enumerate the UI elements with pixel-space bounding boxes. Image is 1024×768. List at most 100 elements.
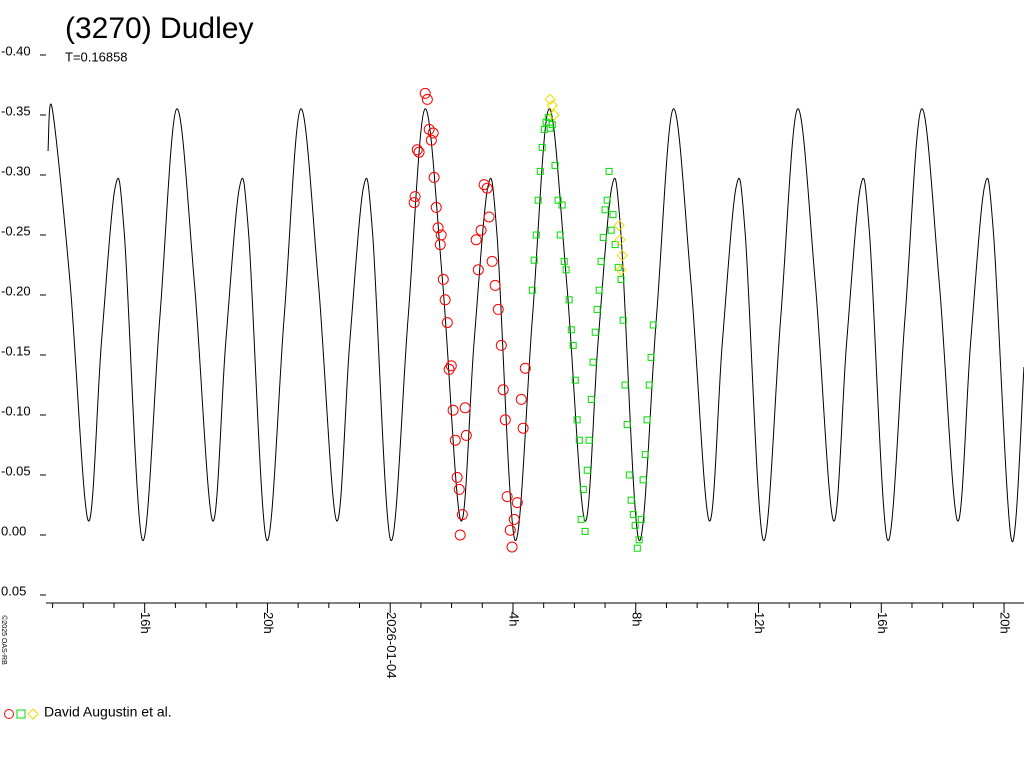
observation xyxy=(571,376,579,384)
observation xyxy=(421,93,433,105)
observation xyxy=(613,219,625,232)
observation xyxy=(501,491,513,503)
observation xyxy=(470,234,482,246)
observation xyxy=(441,317,453,329)
observation xyxy=(439,294,451,306)
observation xyxy=(451,471,463,483)
observation xyxy=(605,167,613,175)
observation xyxy=(589,358,597,366)
observation xyxy=(645,381,653,389)
observation xyxy=(643,416,651,424)
observation xyxy=(511,497,523,509)
observation xyxy=(495,339,507,351)
observation xyxy=(637,515,645,523)
x-tick-label: 12h xyxy=(752,612,767,634)
observation xyxy=(583,466,591,474)
observation xyxy=(447,404,459,416)
legend-label: David Augustin et al. xyxy=(44,704,172,720)
observation xyxy=(548,109,560,121)
observation xyxy=(419,87,431,99)
y-tick-label: 0.00 xyxy=(1,523,26,538)
copyright: ©2025 OAS-RB xyxy=(0,615,8,665)
observation xyxy=(597,257,605,265)
plot-area xyxy=(47,87,1024,553)
observation xyxy=(532,231,540,239)
observation xyxy=(437,273,449,285)
observation xyxy=(579,485,587,493)
observation xyxy=(609,211,617,219)
legend-diamond xyxy=(27,708,39,720)
observation xyxy=(413,146,425,158)
observation xyxy=(459,402,471,414)
x-tick-label: 4h xyxy=(507,612,522,626)
legend-circle xyxy=(4,709,14,719)
observation xyxy=(556,231,564,239)
observation xyxy=(599,233,607,241)
observation xyxy=(611,241,619,249)
observation xyxy=(435,229,447,241)
x-tick-label: 2026-01-04 xyxy=(384,612,399,679)
observation xyxy=(593,305,601,313)
observation xyxy=(546,99,558,112)
observation xyxy=(519,362,531,374)
observation xyxy=(562,266,570,274)
legend: David Augustin et al. xyxy=(4,704,172,720)
observation xyxy=(454,529,466,541)
observation xyxy=(536,167,544,175)
y-tick-label: -0.15 xyxy=(1,343,31,358)
observation xyxy=(544,93,556,106)
observation xyxy=(581,527,589,535)
observation xyxy=(647,353,655,361)
y-tick-label: -0.25 xyxy=(1,223,31,238)
observation xyxy=(478,179,490,191)
y-tick-label: -0.40 xyxy=(1,43,31,58)
observation xyxy=(629,511,637,519)
observation xyxy=(540,125,548,133)
observation xyxy=(551,161,559,169)
observation xyxy=(641,451,649,459)
observation xyxy=(601,206,609,214)
observation xyxy=(515,393,527,405)
x-tick-label: 16h xyxy=(875,612,890,634)
observation xyxy=(472,264,484,276)
observation xyxy=(623,421,631,429)
observation xyxy=(432,222,444,234)
observation xyxy=(621,381,629,389)
observation xyxy=(585,436,593,444)
observation xyxy=(573,416,581,424)
x-tick-label: 16h xyxy=(138,612,153,634)
observation xyxy=(445,360,457,372)
observation xyxy=(453,483,465,495)
observation xyxy=(481,182,493,194)
model-curve xyxy=(47,103,1024,543)
observation xyxy=(619,316,627,324)
observation xyxy=(504,524,516,536)
observation xyxy=(567,326,575,334)
observation xyxy=(548,121,556,129)
observation xyxy=(506,541,518,553)
observation xyxy=(631,521,639,529)
y-tick-label: 0.05 xyxy=(1,583,26,598)
observation xyxy=(497,384,509,396)
observation xyxy=(475,224,487,236)
y-tick-label: -0.10 xyxy=(1,403,31,418)
observation xyxy=(423,123,435,135)
observation xyxy=(508,513,520,525)
observation xyxy=(595,286,603,294)
observation xyxy=(411,144,423,156)
observation xyxy=(409,191,421,203)
observation xyxy=(430,201,442,213)
observation xyxy=(425,134,437,146)
observation xyxy=(616,249,628,262)
observation xyxy=(614,263,622,271)
y-tick-label: -0.20 xyxy=(1,283,31,298)
observation xyxy=(607,226,615,234)
observation xyxy=(614,234,626,246)
observation xyxy=(635,536,643,544)
observation xyxy=(558,201,566,209)
observation xyxy=(633,544,641,552)
y-tick-label: -0.30 xyxy=(1,163,31,178)
observation xyxy=(530,256,538,264)
y-tick-label: -0.05 xyxy=(1,463,31,478)
